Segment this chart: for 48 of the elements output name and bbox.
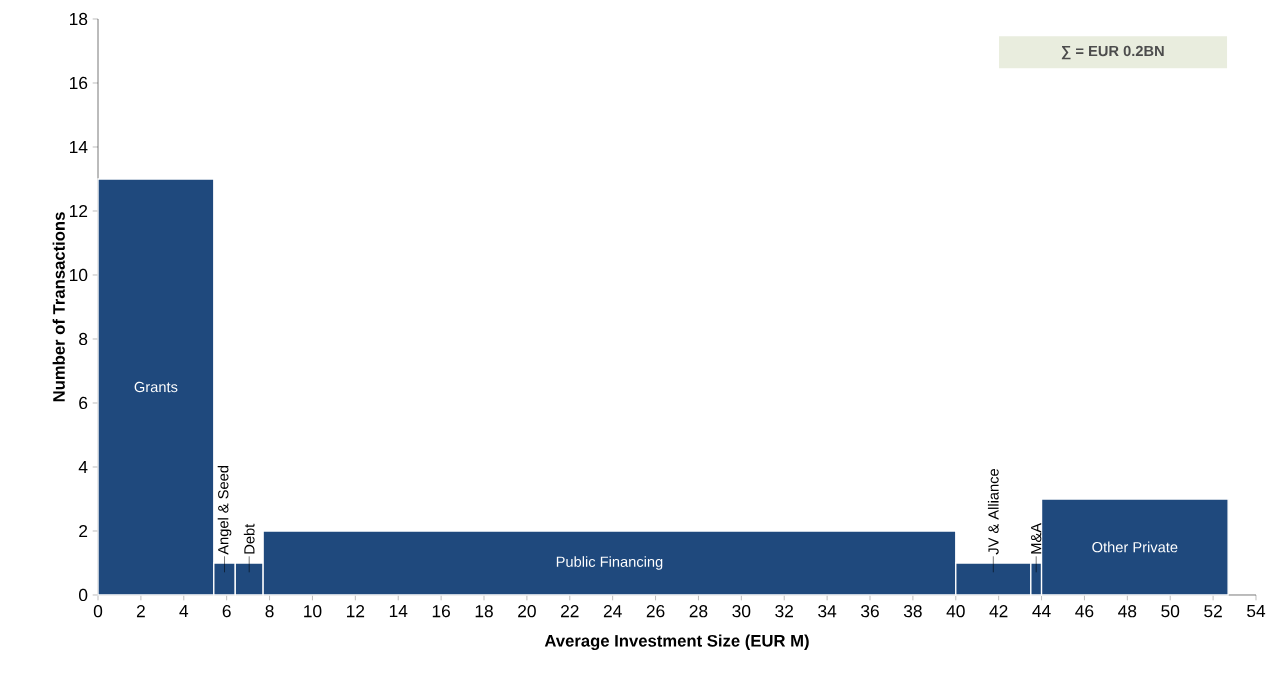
y-axis-title: Number of Transactions xyxy=(52,212,65,402)
x-axis-title: Average Investment Size (EUR M) xyxy=(544,634,809,651)
y-tick-label: 18 xyxy=(70,12,88,26)
x-tick-label: 18 xyxy=(475,605,493,618)
x-tick-label: 36 xyxy=(861,605,879,618)
x-tick-label: 28 xyxy=(689,605,708,618)
x-tick-label: 30 xyxy=(732,605,751,618)
x-tick-label: 14 xyxy=(389,605,408,617)
annotation: Debt xyxy=(243,523,255,554)
x-tick-label: 38 xyxy=(903,605,922,618)
x-tick-label: 8 xyxy=(265,605,274,618)
y-tick-label: 10 xyxy=(70,268,88,282)
x-tick-label: 2 xyxy=(136,605,145,618)
x-tick-label: 46 xyxy=(1075,605,1094,618)
y-tick-label: 14 xyxy=(70,141,88,153)
x-tick-label: 22 xyxy=(561,605,579,618)
x-tick-label: 0 xyxy=(93,605,103,618)
y-tick-label: 4 xyxy=(78,461,88,473)
annotation: JV & Alliance xyxy=(987,468,999,555)
x-tick-label: 32 xyxy=(775,605,793,618)
annotation: Angel & Seed xyxy=(217,465,232,555)
x-tick-label: 26 xyxy=(646,605,665,618)
x-tick-label: 6 xyxy=(222,605,231,618)
annotation: Grants xyxy=(134,381,178,393)
annotation: Other Private xyxy=(1092,541,1178,553)
x-tick-label: 24 xyxy=(603,605,622,618)
x-tick-label: 12 xyxy=(347,605,365,618)
x-tick-label: 44 xyxy=(1032,605,1051,617)
annotation: ∑ = EUR 0.2BN xyxy=(1061,45,1164,60)
y-tick-label: 8 xyxy=(79,332,88,346)
x-tick-label: 48 xyxy=(1118,605,1137,618)
x-tick-label: 20 xyxy=(518,605,536,618)
annotation: Public Financing xyxy=(556,556,663,570)
x-tick-label: 16 xyxy=(432,605,450,618)
x-tick-label: 42 xyxy=(989,605,1008,618)
y-tick-label: 16 xyxy=(70,76,88,90)
y-tick-label: 0 xyxy=(78,588,88,602)
x-tick-label: 52 xyxy=(1204,605,1222,618)
x-tick-label: 50 xyxy=(1161,605,1180,618)
x-tick-label: 10 xyxy=(304,605,322,618)
y-tick-label: 12 xyxy=(70,204,88,218)
x-tick-label: 40 xyxy=(946,605,965,618)
annotation: M&A xyxy=(1031,522,1042,554)
x-tick-label: 54 xyxy=(1247,605,1266,618)
y-tick-label: 2 xyxy=(79,524,88,538)
x-tick-label: 34 xyxy=(818,605,837,618)
y-tick-label: 6 xyxy=(79,396,88,410)
x-tick-label: 4 xyxy=(179,605,189,617)
